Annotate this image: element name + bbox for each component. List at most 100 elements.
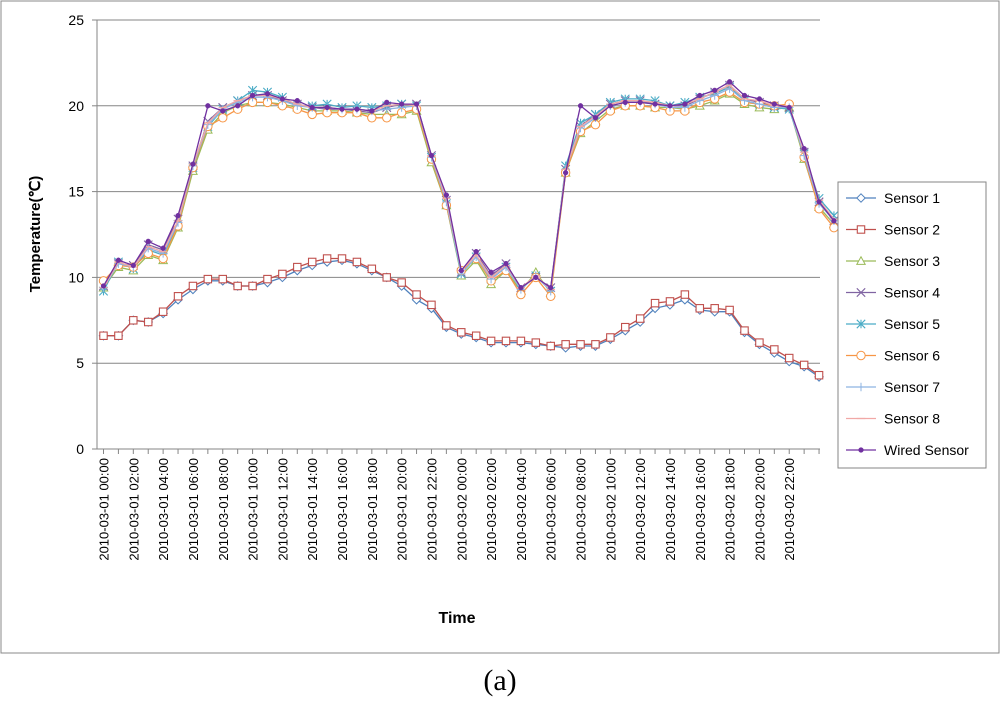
data-point	[398, 101, 405, 107]
data-point	[263, 274, 272, 284]
legend-item: Sensor 4	[846, 285, 940, 301]
data-point	[501, 336, 511, 346]
legend-item: Sensor 8	[846, 411, 940, 427]
data-point	[725, 305, 734, 315]
data-point	[695, 304, 705, 313]
data-point	[218, 274, 228, 284]
data-point	[697, 92, 703, 99]
y-tick-label: 25	[68, 12, 84, 28]
data-point	[205, 103, 211, 109]
legend: Sensor 1 Sensor 2 Sensor 3 Sensor 4 Sensor 5…	[837, 181, 987, 469]
y-tick-label: 15	[68, 184, 84, 200]
x-tick-label: 2010-03-02 10:00	[603, 458, 618, 561]
data-point	[412, 290, 421, 299]
legend-label: Sensor 7	[884, 379, 940, 395]
data-point	[546, 341, 555, 351]
data-point	[856, 287, 866, 298]
x-tick-label: 2010-03-02 12:00	[633, 458, 648, 561]
data-point	[486, 336, 496, 346]
x-tick-label: 2010-03-01 20:00	[395, 458, 410, 561]
x-tick-label: 2010-03-01 04:00	[156, 458, 171, 561]
data-point	[130, 262, 136, 269]
legend-item: Sensor 5	[846, 316, 940, 332]
data-point	[160, 245, 166, 251]
x-tick-label: 2010-03-02 14:00	[663, 458, 678, 561]
data-point	[518, 285, 524, 291]
data-point	[220, 108, 226, 114]
data-point	[562, 170, 569, 176]
data-point	[294, 98, 300, 104]
data-point	[621, 322, 630, 332]
series-sensor-2	[99, 254, 824, 380]
data-point	[144, 244, 153, 253]
x-tick-label: 2010-03-01 10:00	[246, 458, 261, 561]
x-tick-label: 2010-03-02 02:00	[484, 458, 499, 561]
data-point	[175, 212, 181, 219]
data-point	[816, 199, 822, 205]
data-point	[218, 113, 228, 123]
chart-border	[0, 0, 1000, 654]
data-point	[324, 104, 330, 111]
data-point	[309, 104, 315, 111]
data-point	[667, 103, 673, 109]
data-point	[233, 281, 242, 291]
x-tick-label: 2010-03-01 02:00	[126, 458, 141, 561]
data-point	[488, 269, 494, 275]
x-tick-label: 2010-03-01 00:00	[97, 458, 112, 561]
data-point	[397, 278, 406, 287]
x-tick-label: 2010-03-02 06:00	[544, 458, 559, 561]
x-tick-label: 2010-03-02 00:00	[454, 458, 469, 561]
data-point	[428, 152, 435, 159]
legend-item: Sensor 2	[846, 222, 940, 238]
legend-label: Sensor 3	[884, 253, 940, 269]
x-tick-label: 2010-03-01 12:00	[275, 458, 290, 561]
data-point	[726, 79, 733, 85]
x-tick-label: 2010-03-01 14:00	[305, 458, 320, 561]
data-point	[710, 304, 719, 313]
data-point	[337, 254, 347, 263]
data-point	[652, 101, 658, 107]
data-point	[264, 91, 271, 97]
data-point	[235, 103, 241, 109]
data-point	[382, 113, 392, 123]
data-point	[592, 115, 599, 121]
data-point	[293, 262, 302, 272]
data-point	[413, 101, 420, 107]
data-point	[354, 106, 360, 112]
data-point	[458, 267, 464, 274]
data-point	[650, 298, 660, 308]
data-point	[855, 255, 867, 265]
plot-area	[98, 79, 840, 382]
x-axis-title: Time	[438, 610, 475, 627]
data-point	[367, 264, 377, 274]
axes: 0 5 10 15 20 25 2010-03-01 00:00 2010-03-01 02:…	[68, 12, 820, 561]
data-point	[606, 333, 615, 342]
data-point	[856, 382, 866, 392]
x-tick-label: 2010-03-01 16:00	[335, 458, 350, 561]
data-point	[856, 193, 866, 203]
x-tick-label: 2010-03-02 08:00	[574, 458, 589, 561]
y-tick-label: 10	[68, 269, 84, 285]
data-point	[531, 338, 541, 347]
data-point	[801, 146, 807, 152]
data-point	[471, 331, 481, 340]
data-point	[278, 269, 287, 279]
data-point	[129, 316, 138, 325]
legend-label: Sensor 6	[884, 348, 940, 364]
data-point	[637, 99, 643, 106]
data-point	[352, 257, 362, 267]
data-point	[115, 257, 122, 263]
figure-caption: (a)	[483, 664, 517, 697]
data-point	[548, 285, 554, 291]
y-tick-label: 5	[76, 355, 84, 371]
data-point	[856, 350, 866, 361]
series-line	[102, 84, 835, 291]
data-point	[577, 103, 584, 109]
data-point	[99, 331, 108, 340]
legend-label: Sensor 8	[884, 411, 940, 427]
y-tick-label: 20	[68, 98, 84, 114]
legend-item: Sensor 7	[846, 379, 940, 395]
data-point	[248, 281, 257, 291]
data-point	[622, 99, 628, 106]
y-tick-label: 0	[76, 441, 84, 457]
